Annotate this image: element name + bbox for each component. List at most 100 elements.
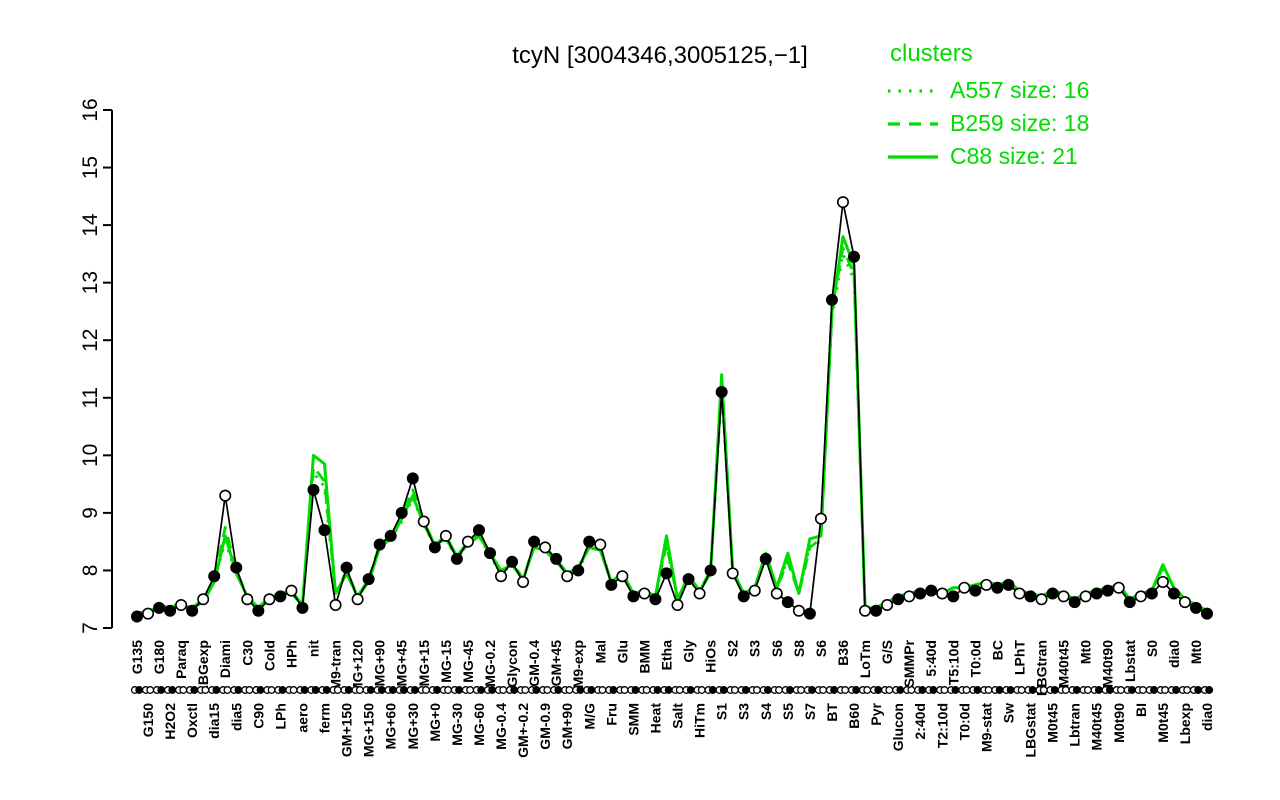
x-tick-label: S5 <box>780 703 796 720</box>
x-tick-label: Sw <box>1000 703 1016 723</box>
data-point <box>748 584 761 597</box>
data-point <box>142 607 155 620</box>
data-point <box>428 541 441 554</box>
x-tick-label: dia0 <box>1199 703 1215 731</box>
data-point <box>781 596 794 609</box>
data-point <box>704 564 717 577</box>
x-tick-label: GM+45 <box>548 640 564 687</box>
data-point <box>1079 590 1092 603</box>
x-tick-label: MG-45 <box>460 640 476 683</box>
x-tick-label: MG+150 <box>361 703 377 757</box>
y-tick-label: 16 <box>79 98 102 121</box>
legend-label: A557 size: 16 <box>950 77 1090 103</box>
x-tick-label: Lbtran <box>1067 703 1083 747</box>
data-point <box>715 386 728 399</box>
y-tick-label: 8 <box>79 565 102 577</box>
data-point <box>483 547 496 560</box>
x-tick-label: BMM <box>636 640 652 673</box>
data-point <box>517 575 530 588</box>
data-point <box>285 584 298 597</box>
x-tick-label: T0:0d <box>956 703 972 740</box>
legend-line-sample-solid <box>888 154 938 159</box>
data-point <box>1090 587 1103 600</box>
x-tick-label: Glycon <box>504 640 520 687</box>
data-point <box>175 598 188 611</box>
data-point <box>649 593 662 606</box>
data-point <box>958 581 971 594</box>
data-point <box>351 593 364 606</box>
x-tick-label: HiOs <box>703 640 719 673</box>
data-point <box>660 567 673 580</box>
x-tick-label: 5:40d <box>923 640 939 677</box>
x-tick-label: S3 <box>736 703 752 720</box>
cluster-line-C88 <box>136 235 1208 616</box>
x-tick-label: LBGexp <box>195 640 211 694</box>
data-point <box>594 538 607 551</box>
x-tick-label: Diami <box>217 640 233 678</box>
x-tick-label: GM+90 <box>559 703 575 750</box>
legend: clusters A557 size: 16 B259 size: 18 C88 s… <box>886 40 1089 173</box>
cluster-line-B259 <box>136 246 1208 615</box>
data-point <box>318 524 331 537</box>
x-tick-label: M40t45 <box>1089 703 1105 751</box>
x-tick-label: G/S <box>879 640 895 664</box>
x-tick-label: MG+120 <box>350 640 366 694</box>
x-tick-label: C90 <box>250 703 266 729</box>
x-tick-label: GM+150 <box>339 703 355 757</box>
x-tick-label: Glu <box>614 640 630 663</box>
data-point <box>340 561 353 574</box>
data-point <box>870 604 883 617</box>
x-tick-label: S8 <box>791 640 807 657</box>
x-tick-label: Fru <box>603 703 619 726</box>
x-tick-label: M9-tran <box>328 640 344 691</box>
x-tick-label: nit <box>305 640 321 657</box>
data-point <box>693 587 706 600</box>
data-point <box>461 535 474 548</box>
data-point <box>362 573 375 586</box>
x-tick-label: M0t90 <box>1111 703 1127 743</box>
x-tick-label: MG-30 <box>449 703 465 746</box>
x-tick-label: Mt0 <box>1078 640 1094 664</box>
data-point <box>969 584 982 597</box>
plot-title: tcyN [3004346,3005125,−1] <box>512 42 808 69</box>
data-point <box>1002 578 1015 591</box>
data-point <box>495 570 508 583</box>
x-tick-label: MG+60 <box>383 703 399 750</box>
x-tick-label: M40t45 <box>1056 640 1072 688</box>
x-tick-label: Paraq <box>173 640 189 679</box>
legend-rows: A557 size: 16 B259 size: 18 C88 size: 21 <box>886 74 1089 173</box>
x-tick-label: MG+30 <box>405 703 421 750</box>
data-point <box>859 604 872 617</box>
x-tick-label: HPh <box>283 640 299 668</box>
y-tick-label: 14 <box>79 213 102 237</box>
legend-label: C88 size: 21 <box>950 143 1078 169</box>
legend-label: B259 size: 18 <box>950 110 1090 136</box>
x-tick-label: dia0 <box>1166 640 1182 668</box>
x-tick-label: MG+45 <box>394 640 410 687</box>
data-point <box>1046 587 1059 600</box>
x-tick-label: MG+90 <box>372 640 388 687</box>
x-tick-label: ferm <box>317 703 333 733</box>
x-tick-label: LoTm <box>857 640 873 678</box>
x-tick-label: G150 <box>140 703 156 737</box>
data-point <box>472 524 485 537</box>
data-point <box>881 598 894 611</box>
x-tick-label: S6 <box>769 640 785 657</box>
data-point <box>406 472 419 485</box>
data-point <box>561 570 574 583</box>
data-point <box>1134 590 1147 603</box>
data-point <box>417 515 430 528</box>
data-point <box>947 590 960 603</box>
x-tick-label: LPh <box>272 703 288 729</box>
x-tick-label: GM-0.4 <box>526 640 542 687</box>
data-point <box>1068 596 1081 609</box>
data-point <box>991 581 1004 594</box>
x-tick-label: LPhT <box>1011 640 1027 675</box>
x-tick-label: M/G <box>581 703 597 730</box>
data-point <box>825 293 838 306</box>
x-tick-label: B60 <box>846 703 862 729</box>
x-tick-label: MG-60 <box>471 703 487 746</box>
x-tick-label: dia15 <box>206 703 222 739</box>
x-tick-label: GM+-0.2 <box>515 703 531 758</box>
x-tick-label: BT <box>824 703 840 722</box>
